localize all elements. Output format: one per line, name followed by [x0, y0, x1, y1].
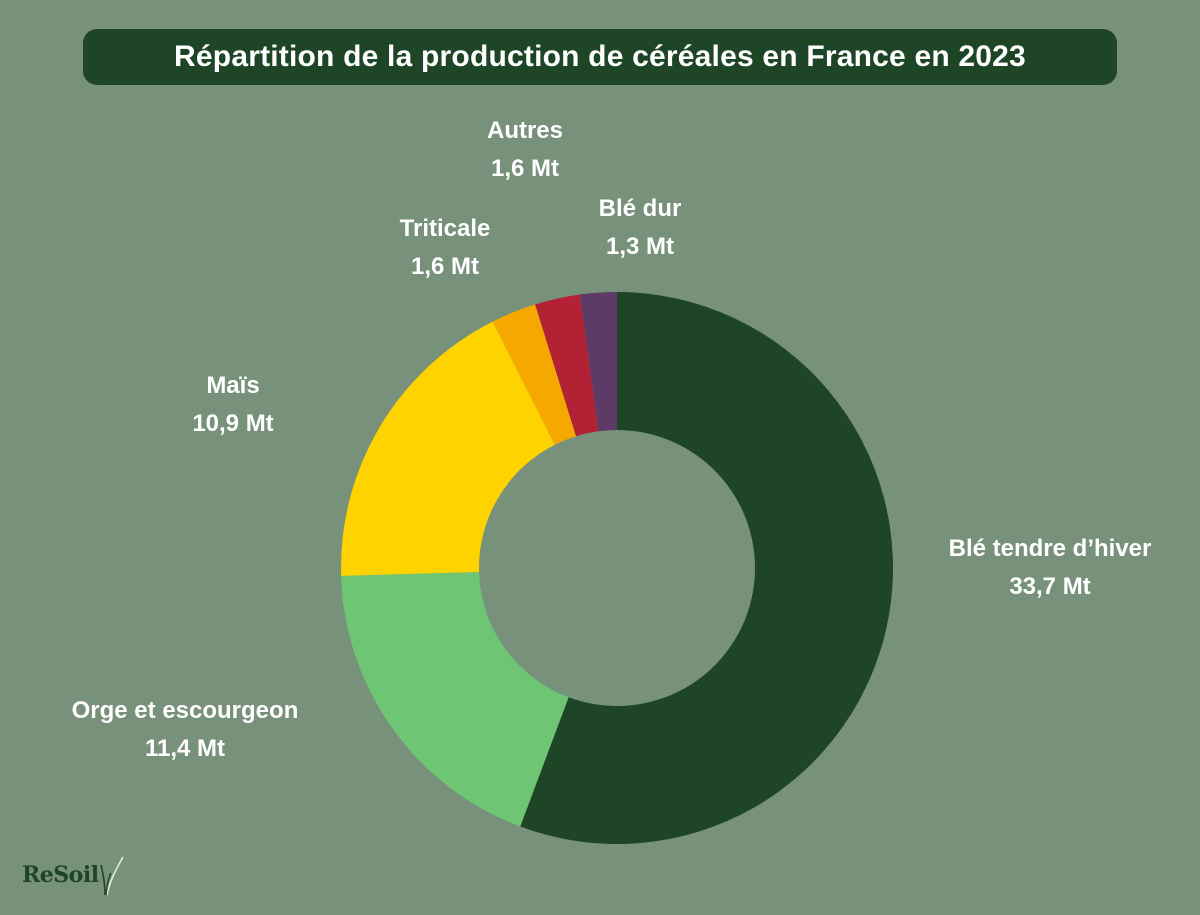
slice-value: 11,4 Mt	[144, 735, 226, 762]
slice-value: 1,6 Mt	[490, 155, 559, 182]
slice-label-ble-tendre: Blé tendre d’hiver 33,7 Mt	[915, 530, 1185, 606]
slice-name: Triticale	[399, 215, 491, 242]
logo-text: ReSoil	[22, 862, 99, 888]
donut-slice-ble-tendre	[520, 292, 894, 845]
slice-name: Autres	[486, 117, 564, 144]
resoil-logo: ReSoil	[22, 852, 125, 898]
slice-value: 1,6 Mt	[410, 253, 479, 280]
grass-sprout-icon	[99, 856, 124, 896]
slice-value: 10,9 Mt	[192, 410, 274, 437]
slice-value: 1,3 Mt	[605, 233, 674, 260]
slice-label-orge: Orge et escourgeon 11,4 Mt	[30, 692, 340, 768]
donut-slice-ble-dur	[579, 292, 617, 432]
slice-label-autres: Autres 1,6 Mt	[455, 112, 595, 188]
slice-name: Blé tendre d’hiver	[948, 535, 1152, 562]
donut-slice-mais	[340, 321, 555, 576]
slice-name: Blé dur	[598, 195, 682, 222]
slice-label-ble-dur: Blé dur 1,3 Mt	[570, 190, 710, 266]
donut-slice-orge	[341, 571, 569, 827]
chart-title-bar: Répartition de la production de céréales…	[83, 29, 1117, 85]
donut-slice-triticale	[492, 304, 577, 445]
slice-name: Maïs	[206, 372, 260, 399]
slice-label-mais: Maïs 10,9 Mt	[163, 367, 303, 443]
slice-label-triticale: Triticale 1,6 Mt	[370, 210, 520, 286]
chart-title: Répartition de la production de céréales…	[174, 40, 1026, 73]
donut-slice-autres	[535, 294, 599, 437]
slice-value: 33,7 Mt	[1009, 573, 1091, 600]
slice-name: Orge et escourgeon	[71, 697, 299, 724]
